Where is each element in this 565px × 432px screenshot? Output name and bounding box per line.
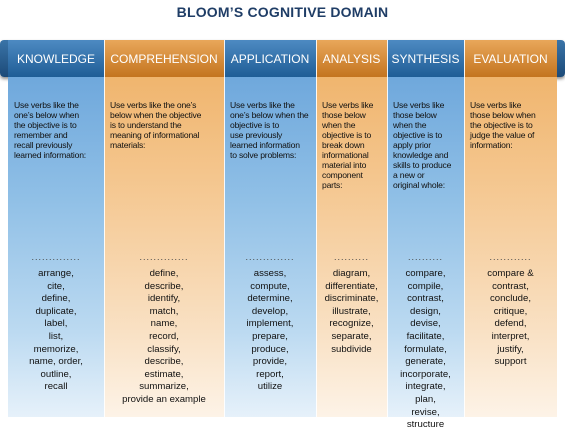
- column-divider: [224, 40, 225, 417]
- column-header-synthesis: SYNTHESIS: [387, 40, 464, 77]
- column-description-application: Use verbs like the one’s below when the …: [230, 100, 309, 160]
- column-description-synthesis: Use verbs like those below when the obje…: [393, 100, 452, 190]
- column-divider: [464, 40, 465, 417]
- column-body-evaluation: Use verbs like those below when the obje…: [464, 77, 557, 417]
- column-body-application: Use verbs like the one’s below when the …: [224, 77, 316, 417]
- column-header-evaluation: EVALUATION: [464, 40, 557, 77]
- dotted-separator: ..........: [333, 252, 369, 262]
- dotted-separator: ..........: [407, 252, 443, 262]
- column-divider: [104, 40, 105, 417]
- dotted-separator: ..............: [31, 252, 81, 262]
- dotted-separator: ............: [489, 252, 532, 262]
- column-header-knowledge: KNOWLEDGE: [8, 40, 104, 77]
- verb-list-comprehension: define, describe, identify, match, name,…: [122, 268, 206, 405]
- column-body-analysis: Use verbs like those below when the obje…: [316, 77, 387, 417]
- verb-list-synthesis: compare, compile, contrast, design, devi…: [400, 268, 451, 431]
- column-divider: [316, 40, 317, 417]
- column-synthesis: SYNTHESIS Use verbs like those below whe…: [387, 40, 464, 430]
- column-description-knowledge: Use verbs like the one’s below when the …: [14, 100, 86, 160]
- verb-list-knowledge: arrange, cite, define, duplicate, label,…: [29, 268, 83, 393]
- column-description-analysis: Use verbs like those below when the obje…: [322, 100, 374, 190]
- verb-list-analysis: diagram, differentiate, discriminate, il…: [324, 268, 379, 355]
- verb-list-application: assess, compute, determine, develop, imp…: [246, 268, 294, 393]
- page-title: BLOOM’S COGNITIVE DOMAIN: [176, 4, 389, 20]
- verb-list-evaluation: compare & contrast, conclude, critique, …: [487, 268, 534, 368]
- column-evaluation: EVALUATION Use verbs like those below wh…: [464, 40, 557, 417]
- column-description-evaluation: Use verbs like those below when the obje…: [470, 100, 536, 150]
- column-analysis: ANALYSIS Use verbs like those below when…: [316, 40, 387, 417]
- column-knowledge: KNOWLEDGE Use verbs like the one’s below…: [8, 40, 104, 417]
- dotted-separator: ..............: [245, 252, 295, 262]
- column-header-application: APPLICATION: [224, 40, 316, 77]
- column-header-analysis: ANALYSIS: [316, 40, 387, 77]
- column-description-comprehension: Use verbs like the one’s below when the …: [110, 100, 202, 150]
- dotted-separator: ..............: [139, 252, 189, 262]
- column-application: APPLICATION Use verbs like the one’s bel…: [224, 40, 316, 417]
- column-body-comprehension: Use verbs like the one’s below when the …: [104, 77, 224, 417]
- column-header-comprehension: COMPREHENSION: [104, 40, 224, 77]
- column-comprehension: COMPREHENSION Use verbs like the one’s b…: [104, 40, 224, 417]
- column-body-knowledge: Use verbs like the one’s below when the …: [8, 77, 104, 417]
- column-body-synthesis: Use verbs like those below when the obje…: [387, 77, 464, 430]
- column-divider: [387, 40, 388, 417]
